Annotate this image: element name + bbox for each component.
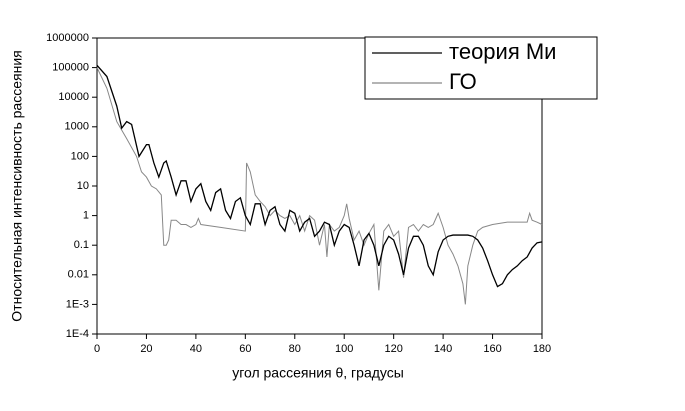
x-tick-label: 180	[533, 343, 551, 355]
legend-box	[364, 36, 598, 100]
legend-label: теория Ми	[449, 39, 556, 64]
y-tick-label: 1000	[65, 121, 89, 133]
y-tick-label: 10000	[58, 91, 89, 103]
x-axis-title: угол рассеяния θ, градусы	[232, 365, 404, 381]
line-series	[96, 64, 543, 288]
y-tick-label: 0.01	[68, 269, 89, 281]
line-series	[96, 67, 543, 305]
y-tick-label: 100000	[52, 62, 89, 74]
x-tick-label: 60	[239, 343, 251, 355]
y-tick-label: 1E-4	[66, 328, 89, 340]
x-tick-label: 100	[335, 343, 353, 355]
x-tick-label: 40	[190, 343, 202, 355]
x-tick-label: 160	[483, 343, 501, 355]
y-tick-label: 1E-3	[66, 298, 89, 310]
x-tick-label: 80	[289, 343, 301, 355]
legend-label: ГО	[449, 69, 477, 94]
x-tick-label: 140	[434, 343, 452, 355]
y-axis-title: Относительная интенсивность рассеяния	[9, 50, 25, 321]
y-tick-label: 1	[83, 210, 89, 222]
x-tick-label: 20	[140, 343, 152, 355]
y-tick-label: 100	[71, 150, 89, 162]
x-tick-label: 0	[94, 343, 100, 355]
y-tick-label: 10	[77, 180, 89, 192]
y-tick-label: 1000000	[46, 32, 89, 44]
x-tick-label: 120	[384, 343, 402, 355]
y-tick-label: 0.1	[74, 239, 89, 251]
